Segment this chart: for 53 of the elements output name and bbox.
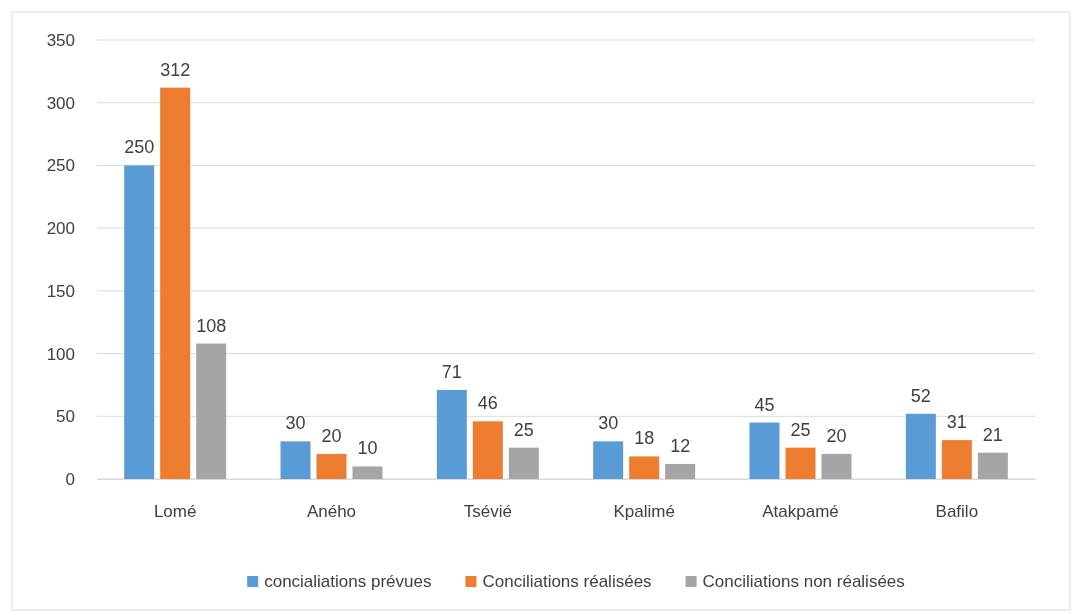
bar [352, 466, 383, 479]
bar [436, 389, 467, 479]
bar [977, 452, 1008, 479]
data-label: 250 [124, 137, 155, 158]
data-label: 30 [285, 413, 306, 434]
data-label: 20 [321, 425, 342, 446]
data-label: 25 [513, 419, 534, 440]
data-label: 10 [357, 438, 378, 459]
data-label: 18 [634, 428, 655, 449]
y-tick-label: 150 [46, 281, 75, 301]
bar [280, 441, 311, 479]
bar [905, 413, 936, 479]
x-tick-label: Atakpamé [762, 502, 839, 522]
data-label: 71 [441, 361, 462, 382]
data-label: 52 [910, 385, 931, 406]
data-label: 21 [982, 424, 1003, 445]
legend-label: Conciliations non réalisées [702, 572, 905, 591]
data-label: 31 [946, 412, 967, 433]
data-label: 312 [160, 59, 191, 80]
bar [316, 453, 347, 479]
bar [593, 441, 624, 479]
legend-label: concialiations prévues [264, 572, 432, 591]
bar [196, 343, 227, 479]
y-tick-label: 300 [46, 93, 75, 113]
data-label: 45 [754, 394, 775, 415]
data-label: 25 [790, 419, 811, 440]
y-tick-label: 200 [46, 219, 75, 239]
bar [160, 87, 191, 479]
y-tick-label: 250 [46, 156, 75, 176]
bar [124, 165, 155, 479]
x-tick-label: Bafilo [935, 502, 979, 522]
y-tick-label: 350 [46, 30, 75, 50]
data-label: 46 [477, 393, 498, 414]
bar [821, 453, 852, 479]
x-tick-label: Lomé [153, 502, 197, 522]
bar [665, 463, 696, 479]
data-label: 108 [196, 315, 227, 336]
bar [785, 447, 816, 479]
data-label: 12 [670, 435, 691, 456]
y-tick-label: 100 [46, 344, 75, 364]
bar [749, 422, 780, 479]
y-tick-label: 50 [56, 407, 75, 427]
data-label: 30 [598, 413, 619, 434]
y-tick-label: 0 [65, 469, 75, 489]
legend-label: Conciliations réalisées [482, 572, 652, 591]
x-tick-label: Tsévié [463, 502, 512, 522]
data-label: 20 [826, 425, 847, 446]
bar [472, 421, 503, 479]
bar [629, 456, 660, 479]
x-tick-label: Aného [306, 502, 357, 522]
x-tick-label: Kpalimé [613, 502, 675, 522]
bar [508, 447, 539, 479]
bar [941, 440, 972, 479]
